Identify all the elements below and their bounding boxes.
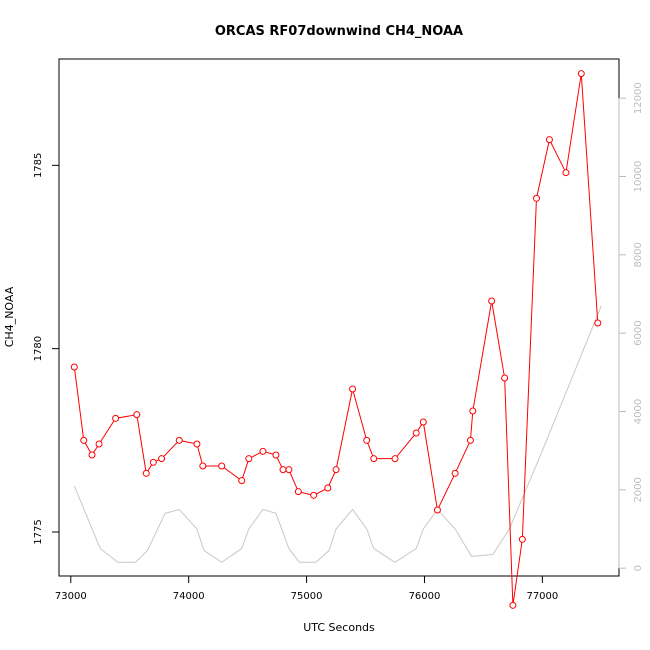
y-tick-label: 1775: [33, 519, 44, 544]
data-point: [218, 462, 226, 470]
x-tick-label: 76000: [409, 591, 441, 602]
x-tick-label: 77000: [526, 591, 558, 602]
data-point: [419, 418, 427, 426]
data-point: [545, 136, 553, 144]
data-point: [532, 194, 540, 202]
y2-tick-label: 6000: [633, 320, 644, 345]
data-point: [285, 466, 293, 474]
y-axis-left: 1775 1780 1785: [33, 153, 60, 545]
data-point: [577, 70, 585, 78]
data-point: [501, 374, 509, 382]
chart-title: ORCAS RF07downwind CH4_NOAA: [215, 24, 463, 39]
data-point: [488, 297, 496, 305]
data-point: [272, 451, 280, 459]
data-point: [193, 440, 201, 448]
data-point: [324, 484, 332, 492]
data-point: [594, 319, 602, 327]
data-point: [199, 462, 207, 470]
y2-tick-label: 8000: [633, 242, 644, 267]
data-point: [259, 447, 267, 455]
data-point: [294, 488, 302, 496]
y2-tick-label: 4000: [633, 399, 644, 424]
y2-tick-label: 2000: [633, 477, 644, 502]
x-axis-label: UTC Seconds: [303, 621, 375, 634]
y-tick-label: 1780: [33, 336, 44, 361]
data-point: [80, 436, 88, 444]
data-point: [466, 436, 474, 444]
data-point: [363, 436, 371, 444]
data-point: [95, 440, 103, 448]
x-axis: 73000 74000 75000 76000 77000: [55, 575, 558, 602]
x-tick-label: 75000: [291, 591, 323, 602]
data-point: [518, 535, 526, 543]
y2-tick-label: 10000: [633, 161, 644, 193]
data-point: [562, 169, 570, 177]
data-point: [142, 469, 150, 477]
data-point: [349, 385, 357, 393]
data-point: [133, 411, 141, 419]
data-point: [88, 451, 96, 459]
x-tick-label: 74000: [173, 591, 205, 602]
data-point: [112, 414, 120, 422]
data-point: [391, 455, 399, 463]
data-point: [310, 491, 318, 499]
data-point: [245, 455, 253, 463]
data-point: [149, 458, 157, 466]
y-axis-label: CH4_NOAA: [3, 286, 16, 347]
y2-tick-label: 0: [633, 565, 644, 571]
y-axis-right: 0 2000 4000 6000 8000 10000 12000: [618, 82, 644, 571]
data-point: [332, 466, 340, 474]
x-tick-label: 73000: [55, 591, 87, 602]
y-tick-label: 1785: [33, 153, 44, 178]
data-point: [70, 363, 78, 371]
data-point: [158, 455, 166, 463]
data-point: [509, 601, 517, 609]
data-point: [279, 466, 287, 474]
primary-series-line: [73, 73, 599, 606]
data-point: [412, 429, 420, 437]
data-point: [238, 477, 246, 485]
data-point: [469, 407, 477, 415]
data-point: [433, 506, 441, 514]
y2-tick-label: 12000: [633, 82, 644, 114]
data-point: [451, 469, 459, 477]
series-layer: [70, 70, 602, 609]
secondary-series-line: [73, 305, 602, 563]
plot-frame: [58, 58, 620, 577]
data-point: [175, 436, 183, 444]
data-point: [370, 455, 378, 463]
